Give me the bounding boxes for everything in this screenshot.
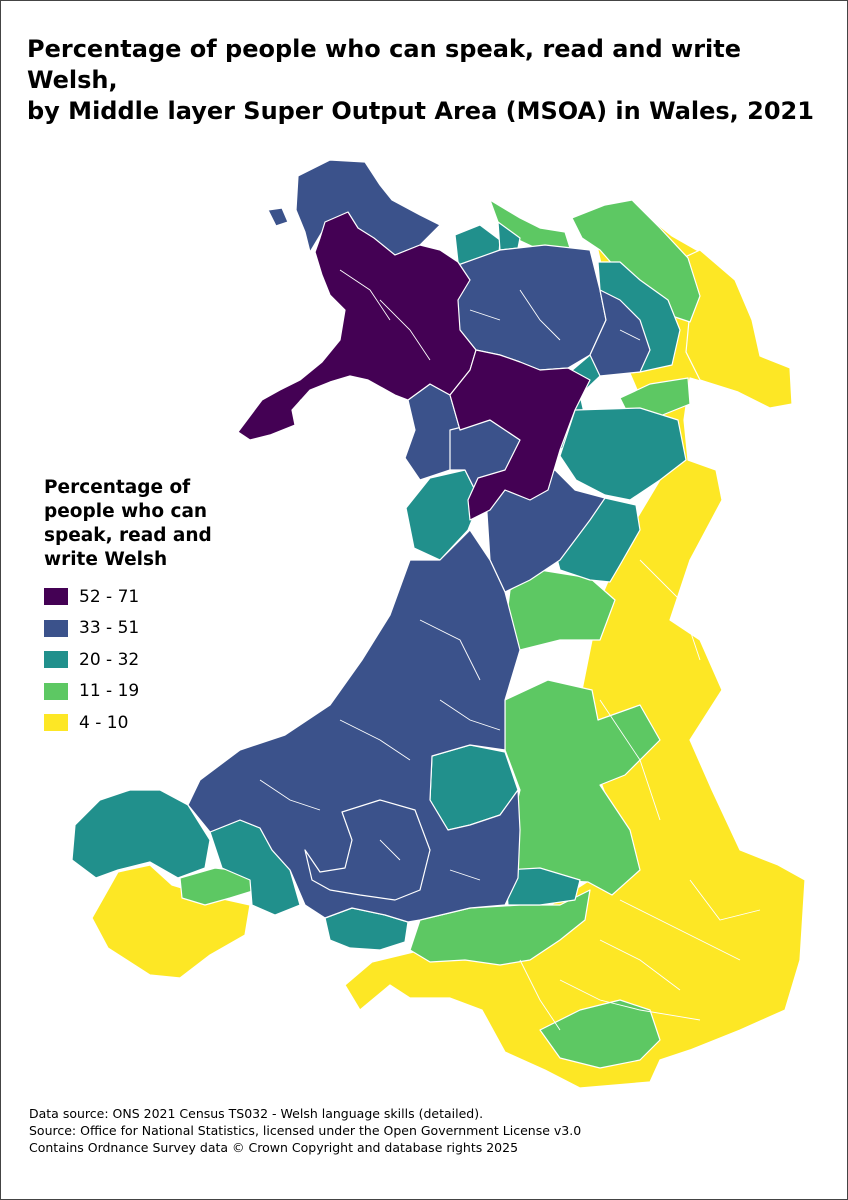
region-teal-ceredigion-coast [71, 789, 211, 879]
map-title: Percentage of people who can speak, read… [27, 34, 827, 127]
region-yellow-northeast [667, 249, 793, 409]
legend-label: 52 - 71 [79, 586, 140, 607]
region-blue-bala [589, 289, 651, 377]
region-green-carmarthen [179, 867, 257, 906]
legend-label: 33 - 51 [79, 618, 140, 639]
source-line-data: Data source: ONS 2021 Census TS032 - Wel… [29, 1106, 484, 1121]
legend-label: 4 - 10 [79, 712, 129, 733]
legend-title: Percentage of people who can speak, read… [44, 477, 212, 570]
region-purple-bala [449, 349, 591, 521]
region-blue-holyhead [267, 207, 289, 227]
msoa-boundaries [259, 269, 761, 1031]
legend-swatch [44, 714, 68, 732]
legend-item-11-19: 11 - 19 [44, 676, 224, 708]
region-green-northeast [571, 199, 701, 323]
region-teal-montgomery [559, 407, 687, 501]
legend-swatch [44, 588, 68, 606]
region-green-cardiff [539, 999, 661, 1069]
region-yellow-pembrokeshire [91, 864, 251, 979]
legend-swatch [44, 619, 68, 637]
region-purple-gwynedd [237, 211, 477, 441]
legend-swatch [44, 682, 68, 700]
legend-item-33-51: 33 - 51 [44, 613, 224, 645]
legend-item-4-10: 4 - 10 [44, 707, 224, 739]
source-line-os: Contains Ordnance Survey data © Crown Co… [29, 1140, 519, 1155]
legend-label: 11 - 19 [79, 681, 140, 702]
title-line-1: Percentage of people who can speak, read… [27, 35, 742, 94]
region-blue-carmarthen-north [304, 799, 431, 901]
legend-swatch [44, 651, 68, 669]
region-teal-neath [504, 867, 581, 906]
legend-item-52-71: 52 - 71 [44, 581, 224, 613]
title-line-2: by Middle layer Super Output Area (MSOA)… [27, 97, 814, 125]
legend-item-20-32: 20 - 32 [44, 644, 224, 676]
legend-label: 20 - 32 [79, 649, 140, 670]
source-line-ons: Source: Office for National Statistics, … [29, 1123, 582, 1138]
map-legend: Percentage of people who can speak, read… [44, 476, 224, 739]
source-notes: Data source: ONS 2021 Census TS032 - Wel… [29, 1105, 581, 1156]
